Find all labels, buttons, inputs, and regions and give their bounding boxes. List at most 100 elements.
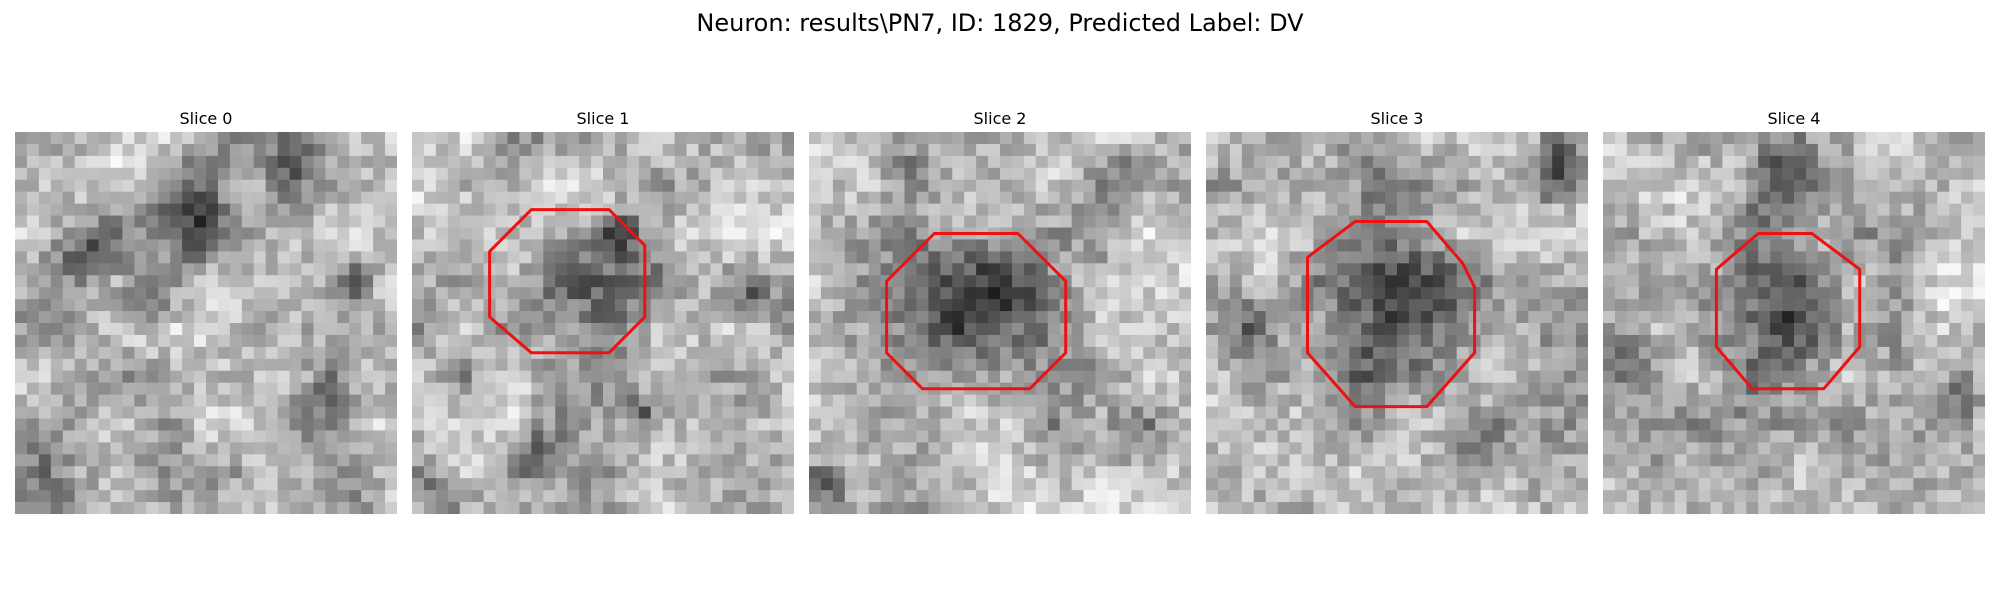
pixel-cell <box>1492 299 1505 312</box>
pixel-cell <box>38 430 52 443</box>
pixel-cell <box>1528 442 1541 455</box>
pixel-cell <box>591 299 604 312</box>
pixel-cell <box>1143 466 1156 479</box>
pixel-cell <box>1420 406 1434 419</box>
pixel-cell <box>277 239 291 252</box>
pixel-cell <box>1059 179 1073 193</box>
pixel-cell <box>447 215 461 228</box>
pixel-cell <box>1408 167 1422 181</box>
pixel-cell <box>1901 334 1914 348</box>
pixel-cell <box>182 406 195 419</box>
pixel-cell <box>832 143 846 157</box>
pixel-cell <box>1758 143 1771 157</box>
pixel-cell <box>1504 191 1517 205</box>
pixel-cell <box>301 466 314 479</box>
pixel-cell <box>1035 132 1049 145</box>
pixel-cell <box>1035 346 1049 360</box>
pixel-cell <box>1674 454 1688 467</box>
pixel-cell <box>1206 442 1219 455</box>
pixel-cell <box>435 358 449 372</box>
pixel-cell <box>603 418 616 431</box>
pixel-cell <box>844 179 858 193</box>
pixel-cell <box>1540 382 1553 396</box>
pixel-cell <box>1564 334 1577 348</box>
pixel-cell <box>110 382 123 396</box>
pixel-cell <box>1961 263 1974 276</box>
pixel-cell <box>976 215 989 228</box>
pixel-cell <box>1179 203 1191 217</box>
pixel-cell <box>1325 466 1338 479</box>
pixel-cell <box>1973 358 1985 372</box>
pixel-cell <box>674 478 688 491</box>
pixel-cell <box>98 299 111 312</box>
pixel-cell <box>1746 334 1759 348</box>
pixel-cell <box>1047 167 1061 181</box>
pixel-cell <box>591 215 604 228</box>
pixel-cell <box>1722 430 1735 443</box>
pixel-cell <box>1071 251 1085 264</box>
pixel-cell <box>1925 203 1938 217</box>
pixel-cell <box>916 143 929 157</box>
pixel-cell <box>1408 430 1422 443</box>
pixel-cell <box>146 251 159 264</box>
pixel-cell <box>1313 406 1326 419</box>
pixel-cell <box>1179 299 1191 312</box>
pixel-cell <box>988 239 1001 252</box>
pixel-cell <box>952 203 965 217</box>
pixel-cell <box>1301 466 1314 479</box>
pixel-cell <box>1179 466 1191 479</box>
pixel-cell <box>86 334 100 348</box>
pixel-cell <box>170 299 183 312</box>
pixel-cell <box>519 502 532 514</box>
pixel-cell <box>698 143 711 157</box>
pixel-cell <box>1638 191 1652 205</box>
pixel-cell <box>1432 346 1446 360</box>
pixel-cell <box>50 215 64 228</box>
pixel-cell <box>734 311 747 324</box>
pixel-cell <box>1973 311 1985 324</box>
pixel-cell <box>471 275 485 288</box>
pixel-cell <box>543 430 556 443</box>
pixel-cell <box>1805 334 1819 348</box>
pixel-cell <box>856 167 870 181</box>
pixel-cell <box>698 155 711 169</box>
pixel-cell <box>74 334 88 348</box>
pixel-cell <box>241 370 255 384</box>
pixel-cell <box>844 334 858 348</box>
pixel-cell <box>1313 227 1326 240</box>
pixel-cell <box>471 358 485 372</box>
pixel-cell <box>964 323 977 336</box>
pixel-cell <box>1480 311 1493 324</box>
pixel-cell <box>1564 382 1577 396</box>
pixel-cell <box>1385 299 1398 312</box>
pixel-cell <box>1841 287 1855 300</box>
pixel-cell <box>868 370 882 384</box>
pixel-cell <box>710 358 723 372</box>
pixel-cell <box>868 502 882 514</box>
pixel-cell <box>880 239 894 252</box>
pixel-cell <box>1059 227 1073 240</box>
pixel-cell <box>1408 406 1422 419</box>
pixel-cell <box>904 394 917 408</box>
pixel-cell <box>734 454 747 467</box>
pixel-cell <box>868 203 882 217</box>
pixel-cell <box>50 334 64 348</box>
pixel-cell <box>1253 167 1267 181</box>
pixel-cell <box>1059 263 1073 276</box>
pixel-cell <box>1011 358 1025 372</box>
pixel-cell <box>1289 382 1302 396</box>
pixel-cell <box>1468 478 1482 491</box>
pixel-cell <box>1155 358 1168 372</box>
pixel-cell <box>1313 370 1326 384</box>
pixel-cell <box>447 287 461 300</box>
pixel-cell <box>1710 132 1723 145</box>
pixel-cell <box>1674 287 1688 300</box>
pixel-cell <box>1961 406 1974 419</box>
pixel-cell <box>1131 239 1144 252</box>
pixel-cell <box>349 454 362 467</box>
pixel-cell <box>1528 370 1541 384</box>
pixel-cell <box>170 502 183 514</box>
pixel-cell <box>301 215 314 228</box>
pixel-cell <box>940 466 953 479</box>
pixel-cell <box>253 251 267 264</box>
